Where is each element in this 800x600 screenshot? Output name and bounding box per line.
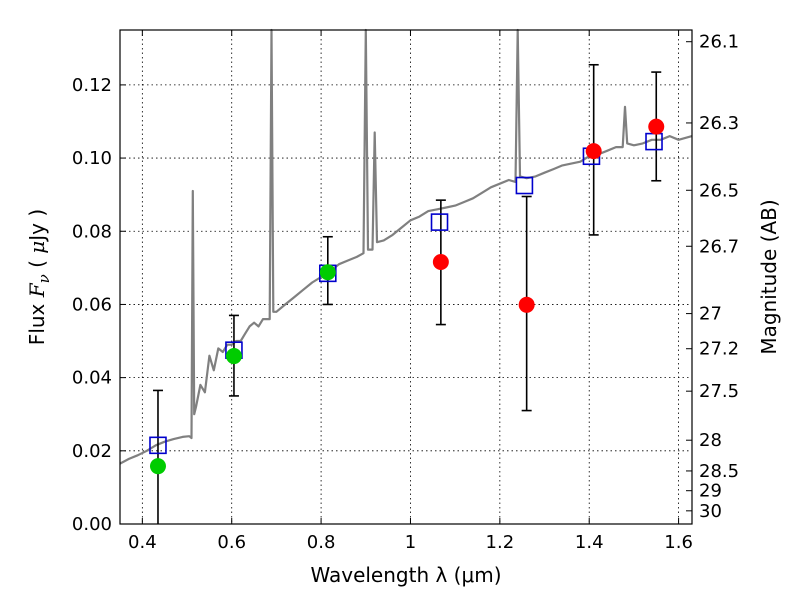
y2-tick-label: 28.5 (699, 461, 739, 482)
model-flux-square (515, 176, 534, 195)
x-tick-label: 0.6 (217, 532, 246, 553)
photometry-point (149, 458, 166, 475)
spectrum-line (119, 28, 693, 465)
grid-lines (120, 30, 692, 524)
y-tick-label: 0.04 (72, 368, 112, 389)
y-tick-label: 0.06 (72, 294, 112, 315)
x-axis-label: Wavelength λ (μm) (310, 563, 501, 587)
photometry-point (648, 118, 665, 135)
y2-tick-label: 28 (699, 430, 722, 451)
y2-axis-label: Magnitude (AB) (757, 199, 781, 354)
y2-tick-label: 30 (699, 501, 722, 522)
y-axis-label: Flux Fν ( μJy ) (25, 209, 53, 345)
axes: 0.4 0.6 0.8 1 1.2 1.4 1.6 0.00 0.02 0.04 0.06 0.08 0… (72, 30, 739, 553)
error-bars (152, 63, 662, 524)
x-tick-label: 1.6 (664, 532, 693, 553)
y-tick-label: 0.02 (72, 441, 112, 462)
photometry-point (225, 348, 242, 365)
y2-tick-label: 26.5 (699, 180, 739, 201)
spectrum-series (119, 28, 693, 465)
x-tick-label: 0.4 (128, 532, 157, 553)
y2-tick-label: 26.1 (699, 32, 739, 53)
photometry-point (319, 264, 336, 281)
x-tick-label: 1.4 (575, 532, 604, 553)
y2-tick-label: 26.3 (699, 113, 739, 134)
y-tick-label: 0.12 (72, 75, 112, 96)
x-tick-label: 1.2 (486, 532, 515, 553)
y-tick-label: 0.00 (72, 514, 112, 535)
photometry-point (432, 253, 449, 270)
photometry-point (518, 296, 535, 313)
y2-tick-label: 29 (699, 481, 722, 502)
model-flux-square (149, 436, 167, 455)
data-markers (149, 118, 665, 475)
y2-tick-label: 26.7 (699, 236, 739, 257)
photometry-point (585, 143, 602, 160)
y2-tick-label: 27.2 (699, 339, 739, 360)
y2-tick-label: 27.5 (699, 381, 739, 402)
plot-frame (119, 29, 693, 525)
x-tick-label: 1 (405, 532, 416, 553)
y-tick-label: 0.08 (72, 221, 112, 242)
y2-tick-label: 27 (699, 304, 722, 325)
x-tick-label: 0.8 (307, 532, 336, 553)
model-flux-square (430, 213, 449, 231)
y-tick-label: 0.10 (72, 148, 112, 169)
